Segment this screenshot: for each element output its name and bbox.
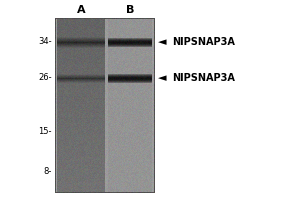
Text: 34-: 34- xyxy=(38,38,52,46)
Text: B: B xyxy=(126,5,134,15)
Text: NIPSNAP3A: NIPSNAP3A xyxy=(172,37,235,47)
Text: A: A xyxy=(77,5,85,15)
Text: ◄: ◄ xyxy=(158,37,166,47)
Text: 8-: 8- xyxy=(44,168,52,176)
Text: NIPSNAP3A: NIPSNAP3A xyxy=(172,73,235,83)
Text: 15-: 15- xyxy=(38,128,52,136)
Text: 26-: 26- xyxy=(38,73,52,82)
Text: ◄: ◄ xyxy=(158,73,166,83)
